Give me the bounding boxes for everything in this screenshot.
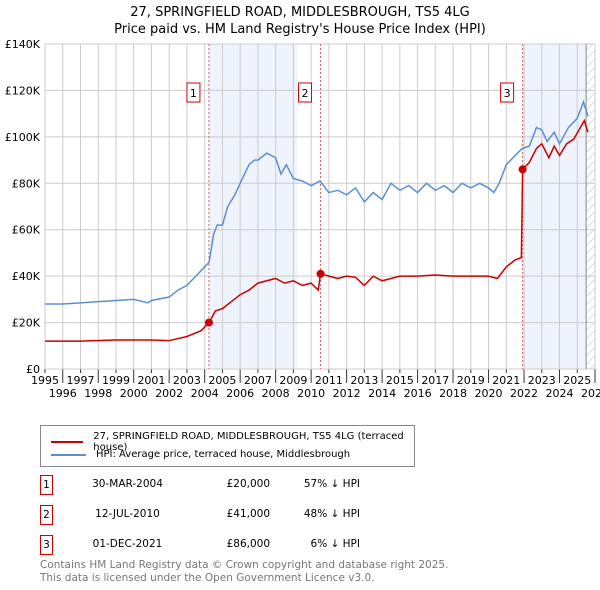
sale-label-box xyxy=(500,82,515,103)
legend-swatch-hpi xyxy=(51,453,86,456)
x-tick-label: 2001 xyxy=(137,374,165,387)
legend-label-hpi: HPI: Average price, terraced house, Midd… xyxy=(96,449,351,460)
sale-number: 3 xyxy=(40,535,53,555)
x-tick-label: 2014 xyxy=(368,387,396,400)
sale-label-box xyxy=(298,82,313,103)
sale-date: 30-MAR-2004 xyxy=(92,478,163,490)
x-tick-label: 2011 xyxy=(315,374,343,387)
x-tick-label: 2010 xyxy=(297,387,325,400)
sale-point xyxy=(204,318,213,327)
legend-swatch-property xyxy=(51,441,84,443)
x-tick-label: 2015 xyxy=(386,374,414,387)
sale-label: 3 xyxy=(504,87,511,100)
shaded-period xyxy=(208,44,297,369)
x-tick-label: 2005 xyxy=(208,374,236,387)
x-tick-label: 1999 xyxy=(102,374,130,387)
sale-number: 1 xyxy=(40,475,53,495)
x-tick-label: 2008 xyxy=(262,387,290,400)
sale-date: 12-JUL-2010 xyxy=(95,508,160,520)
x-tick-label: 1996 xyxy=(49,387,77,400)
x-tick-label: 2026 xyxy=(581,387,600,400)
x-tick-label: 2013 xyxy=(350,374,378,387)
sale-hpi: 48% ↓ HPI xyxy=(303,508,360,520)
sale-price: £41,000 xyxy=(226,508,270,520)
sale-row: 2 12-JUL-2010 £41,000 48% ↓ HPI xyxy=(40,505,370,525)
hpi-line xyxy=(45,99,589,305)
sale-price: £20,000 xyxy=(226,478,270,490)
y-tick-label: £140K xyxy=(5,38,41,51)
sale-point xyxy=(518,165,527,174)
y-tick-label: £60K xyxy=(12,224,41,237)
chart-title: 27, SPRINGFIELD ROAD, MIDDLESBROUGH, TS5… xyxy=(130,5,470,20)
y-tick-label: £100K xyxy=(5,131,41,144)
x-tick-label: 1995 xyxy=(31,374,59,387)
x-tick-label: 2003 xyxy=(173,374,201,387)
sale-row: 1 30-MAR-2004 £20,000 57% ↓ HPI xyxy=(40,475,370,495)
x-tick-label: 2004 xyxy=(191,387,219,400)
sale-date: 01-DEC-2021 xyxy=(92,538,163,550)
future-hatch xyxy=(586,44,595,369)
shaded-period xyxy=(522,44,587,369)
x-tick-label: 2020 xyxy=(475,387,503,400)
x-tick-label: 2007 xyxy=(244,374,272,387)
y-tick-label: £40K xyxy=(12,270,41,283)
sale-row: 3 01-DEC-2021 £86,000 6% ↓ HPI xyxy=(40,535,370,555)
y-tick-label: £120K xyxy=(5,84,41,97)
x-tick-label: 1997 xyxy=(66,374,94,387)
chart-subtitle: Price paid vs. HM Land Registry's House … xyxy=(114,22,486,37)
sale-price: £86,000 xyxy=(226,538,270,550)
legend: 27, SPRINGFIELD ROAD, MIDDLESBROUGH, TS5… xyxy=(40,425,415,467)
property-price-line xyxy=(45,118,589,342)
x-tick-label: 2024 xyxy=(546,387,574,400)
x-tick-label: 2000 xyxy=(120,387,148,400)
x-tick-label: 2021 xyxy=(492,374,520,387)
sale-hpi: 6% ↓ HPI xyxy=(310,538,360,550)
x-tick-label: 2002 xyxy=(155,387,183,400)
sale-number: 2 xyxy=(40,505,53,525)
x-tick-label: 2012 xyxy=(333,387,361,400)
x-tick-label: 2016 xyxy=(404,387,432,400)
sale-label: 2 xyxy=(302,87,309,100)
sale-label: 1 xyxy=(190,87,197,100)
x-tick-label: 2017 xyxy=(421,374,449,387)
footer-line: Contains HM Land Registry data © Crown c… xyxy=(40,559,449,571)
y-tick-label: £20K xyxy=(12,317,41,330)
x-tick-label: 2023 xyxy=(528,374,556,387)
x-tick-label: 2018 xyxy=(439,387,467,400)
sale-point xyxy=(316,269,325,278)
footer: Contains HM Land Registry data © Crown c… xyxy=(40,559,448,585)
y-tick-label: £80K xyxy=(12,177,41,190)
x-tick-label: 2009 xyxy=(279,374,307,387)
x-tick-label: 1998 xyxy=(84,387,112,400)
plot-area: 1995199619971998199920002001200220032004… xyxy=(5,38,600,400)
x-tick-label: 2022 xyxy=(510,387,538,400)
legend-label-property: 27, SPRINGFIELD ROAD, MIDDLESBROUGH, TS5… xyxy=(93,431,404,453)
x-tick-label: 2019 xyxy=(457,374,485,387)
sale-hpi: 57% ↓ HPI xyxy=(303,478,360,490)
x-tick-label: 2025 xyxy=(563,374,591,387)
y-tick-label: £0 xyxy=(26,363,40,376)
footer-line: This data is licensed under the Open Gov… xyxy=(40,572,375,584)
x-tick-label: 2006 xyxy=(226,387,254,400)
sale-label-box xyxy=(186,82,201,103)
